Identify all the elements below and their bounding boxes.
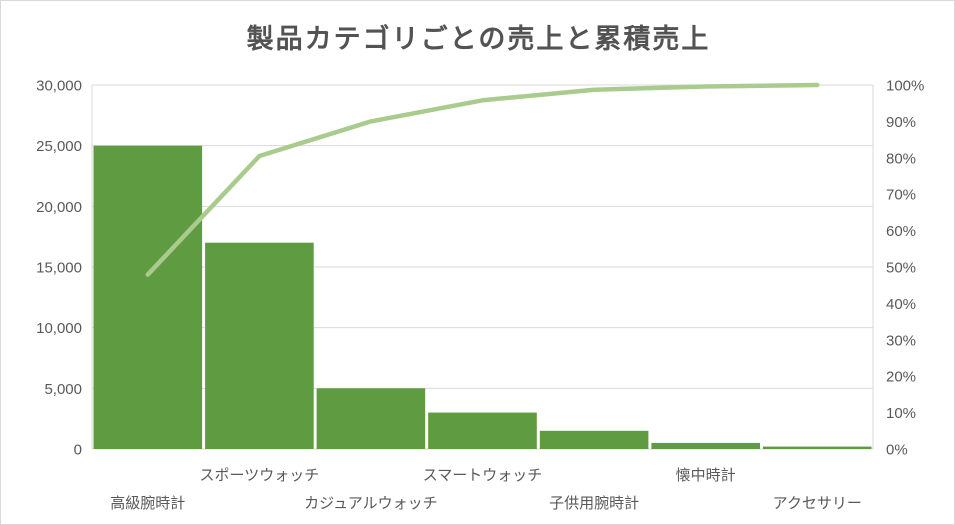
category-label-4: 子供用腕時計 <box>549 495 639 512</box>
category-label-1: スポーツウォッチ <box>200 467 320 484</box>
right-axis-tick-label: 40% <box>886 296 916 313</box>
bar-6[interactable] <box>762 446 872 449</box>
right-axis-tick-label: 100% <box>886 78 924 95</box>
left-axis-tick-label: 30,000 <box>36 78 82 95</box>
right-axis-tick-label: 60% <box>886 223 916 240</box>
right-axis-tick-label: 10% <box>886 405 916 422</box>
bar-2[interactable] <box>316 388 426 449</box>
axis-labels-group: 0 5,000 10,000 15,000 20,000 25,000 30,000 0% 10… <box>36 78 924 513</box>
left-axis-tick-label: 0 <box>74 442 82 459</box>
left-axis-tick-label: 15,000 <box>36 260 82 277</box>
right-axis-tick-label: 80% <box>886 150 916 167</box>
right-axis-tick-label: 0% <box>886 442 908 459</box>
category-label-3: スマートウォッチ <box>423 467 543 484</box>
left-axis-tick-label: 25,000 <box>36 138 82 155</box>
category-label-6: アクセサリー <box>773 495 862 512</box>
left-axis-tick-label: 10,000 <box>36 320 82 337</box>
category-label-0: 高級腕時計 <box>110 495 185 512</box>
left-axis-tick-label: 20,000 <box>36 199 82 216</box>
bar-0[interactable] <box>93 145 203 449</box>
right-axis-tick-label: 90% <box>886 114 916 131</box>
chart-title: 製品カテゴリごとの売上と累積売上 <box>246 24 711 54</box>
category-label-5: 懐中時計 <box>676 466 736 484</box>
bar-3[interactable] <box>428 412 537 449</box>
cumulative-line-group <box>145 82 820 277</box>
right-axis-tick-label: 50% <box>886 260 916 277</box>
bars-group <box>93 145 872 449</box>
right-axis-tick-label: 30% <box>886 332 916 349</box>
cumulative-line[interactable] <box>145 82 820 277</box>
category-label-2: カジュアルウォッチ <box>304 495 438 512</box>
bar-1[interactable] <box>205 242 314 449</box>
right-axis-tick-label: 70% <box>886 187 916 204</box>
right-axis-tick-label: 20% <box>886 369 916 386</box>
bar-4[interactable] <box>539 430 649 449</box>
bar-5[interactable] <box>651 442 760 449</box>
left-axis-tick-label: 5,000 <box>44 381 82 398</box>
